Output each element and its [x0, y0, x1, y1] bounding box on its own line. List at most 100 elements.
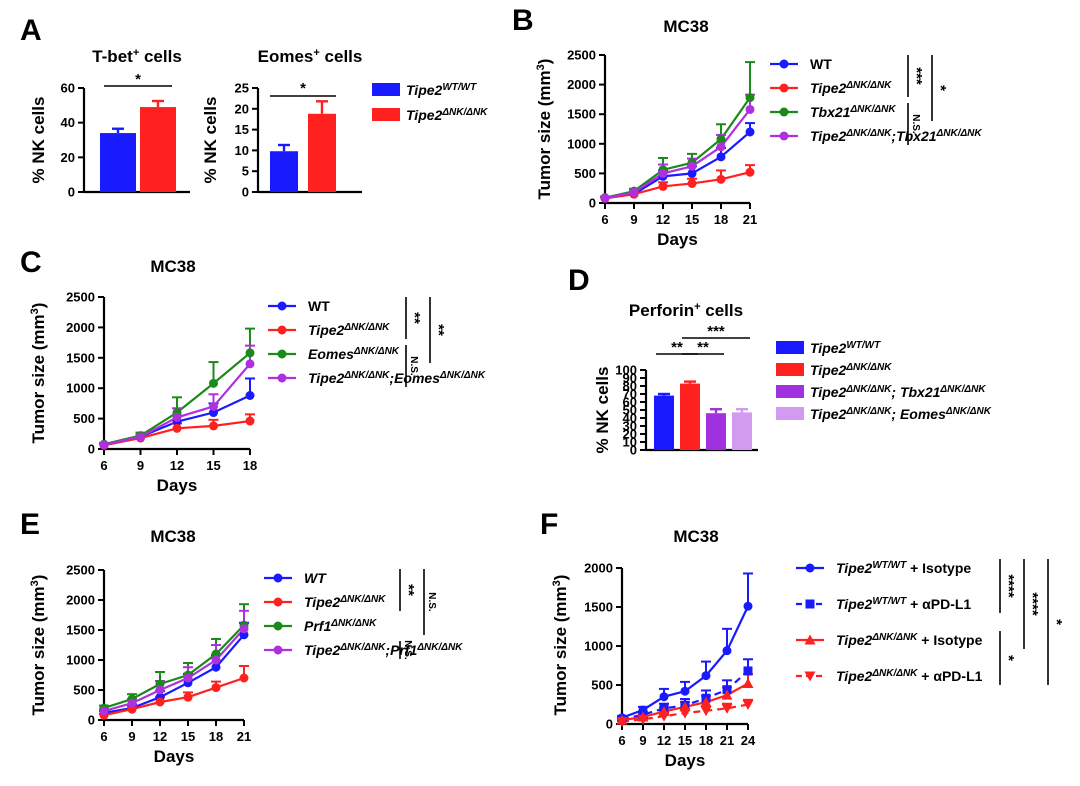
- significance-label: N.S.: [910, 114, 921, 134]
- data-point: [716, 142, 726, 152]
- legend-label-part: ΔNK/ΔNK: [845, 384, 892, 395]
- legend-label: Tipe2ΔNK/ΔNK; EomesΔNK/ΔNK: [810, 406, 992, 423]
- x-tick-label: 9: [639, 733, 646, 748]
- data-point: [211, 655, 221, 665]
- data-point: [700, 696, 712, 707]
- data-point: [743, 666, 753, 676]
- legend-marker: [805, 599, 815, 609]
- y-tick-label: 2000: [66, 593, 95, 608]
- x-tick-label: 15: [685, 212, 699, 227]
- data-point: [600, 193, 610, 203]
- legend-label-part: Tipe2: [810, 362, 847, 378]
- data-point: [687, 168, 697, 178]
- chart-title-part: Eomes: [258, 47, 314, 66]
- y-tick-label: 500: [73, 411, 95, 426]
- x-axis-label: Days: [154, 747, 195, 766]
- chart-title: Perforin+ cells: [629, 301, 743, 320]
- legend-marker: [273, 573, 283, 583]
- legend-label-part: ΔNK/ΔNK: [353, 346, 400, 357]
- y-axis-label: Tumor size (mm3): [535, 59, 554, 200]
- legend-label: Tipe2WT/WT + Isotype: [836, 560, 971, 577]
- panel-c-chart: MC38 0 500 1000 1500 2000 2500 6 9 12 15 18 Days Tumo…: [29, 257, 486, 495]
- y-tick-label: 0: [589, 196, 596, 211]
- y-tick-label: 2000: [567, 77, 596, 92]
- legend-label-part: ; Tbx21: [891, 384, 940, 400]
- y-tick-label: 2500: [66, 290, 95, 305]
- legend-label-part: Tbx21: [810, 104, 851, 120]
- legend-label-part: Tipe2: [810, 406, 847, 422]
- y-tick-label: 20: [235, 101, 249, 116]
- legend-label-part: Tipe2: [836, 632, 873, 648]
- panel-label-e: E: [20, 508, 40, 541]
- bar: [100, 133, 136, 192]
- data-point: [209, 401, 218, 411]
- legend-label-part: Eomes: [308, 346, 354, 362]
- chart-title: MC38: [150, 527, 195, 546]
- legend-label-part: Prf1: [304, 618, 331, 634]
- y-axis-label-part: ): [551, 575, 570, 581]
- bar: [308, 113, 336, 192]
- significance-label: ***: [908, 67, 925, 85]
- panel-f-chart: MC38 0 500 1000 1500 2000 6 9 12 15 18 21 24 Days Tumo…: [551, 527, 1065, 770]
- x-tick-label: 6: [601, 212, 608, 227]
- y-tick-label: 10: [623, 435, 637, 450]
- y-tick-label: 80: [623, 379, 637, 394]
- legend-swatch: [776, 341, 804, 354]
- x-tick-label: 12: [656, 212, 670, 227]
- legend-label-part: ΔNK/ΔNK: [330, 618, 377, 629]
- legend-label-part: Tipe2: [836, 596, 873, 612]
- series-line: [103, 628, 245, 713]
- y-axis-label-part: 3: [29, 308, 41, 314]
- data-point: [172, 412, 182, 422]
- x-axis-label: Days: [157, 476, 198, 495]
- data-point: [716, 134, 726, 144]
- x-axis-label: Days: [657, 230, 698, 249]
- series-line: [604, 171, 751, 200]
- data-point: [745, 127, 755, 137]
- y-axis-label-part: Tumor size (mm: [551, 586, 570, 715]
- x-tick-label: 18: [243, 458, 257, 473]
- legend-label-part: ΔNK/ΔNK: [441, 107, 488, 118]
- legend-label-part: ΔNK/ΔNK: [849, 104, 896, 115]
- panel-label-d: D: [568, 264, 590, 297]
- legend-label: Tipe2WT/WT + αPD-L1: [836, 596, 971, 613]
- y-tick-label: 60: [61, 81, 75, 96]
- y-tick-label: 2500: [66, 563, 95, 578]
- significance-label: *: [1000, 655, 1017, 661]
- series-line: [103, 634, 245, 714]
- panel-a-tbet-chart: T-bet+ cells 0 20 40 60 % NK cells *: [29, 47, 190, 200]
- legend-label-part: ΔNK/ΔNK: [945, 406, 992, 417]
- legend-label-part: Tipe2: [308, 322, 345, 338]
- x-tick-label: 18: [714, 212, 728, 227]
- y-axis-label-part: Tumor size (mm: [535, 70, 554, 199]
- significance-label: *: [300, 80, 306, 97]
- data-point: [745, 104, 755, 114]
- data-point: [745, 93, 755, 103]
- data-point: [687, 161, 697, 171]
- bar: [654, 395, 674, 450]
- x-tick-label: 12: [170, 458, 184, 473]
- legend-label-part: Tipe2: [810, 340, 847, 356]
- legend-label-part: ΔNK/ΔNK: [845, 80, 892, 91]
- data-point: [679, 708, 691, 719]
- x-tick-label: 21: [237, 729, 251, 744]
- legend-label: EomesΔNK/ΔNK: [308, 346, 400, 363]
- data-point: [136, 432, 145, 442]
- data-point: [155, 685, 165, 695]
- data-point: [211, 662, 221, 672]
- significance-label: ****: [1000, 574, 1017, 598]
- y-axis-label-part: Tumor size (mm: [29, 586, 48, 715]
- series-line: [604, 131, 751, 200]
- data-point: [245, 416, 255, 426]
- y-tick-label: 0: [630, 443, 637, 458]
- chart-title: T-bet+ cells: [92, 47, 182, 66]
- chart-title-part: +: [694, 301, 700, 313]
- data-point: [183, 673, 193, 683]
- y-tick-label: 500: [574, 166, 596, 181]
- legend-label-part: WT: [308, 298, 330, 314]
- y-axis-label-part: ): [29, 575, 48, 581]
- series-line: [103, 676, 245, 717]
- significance-label: **: [406, 312, 423, 324]
- data-point: [745, 167, 755, 177]
